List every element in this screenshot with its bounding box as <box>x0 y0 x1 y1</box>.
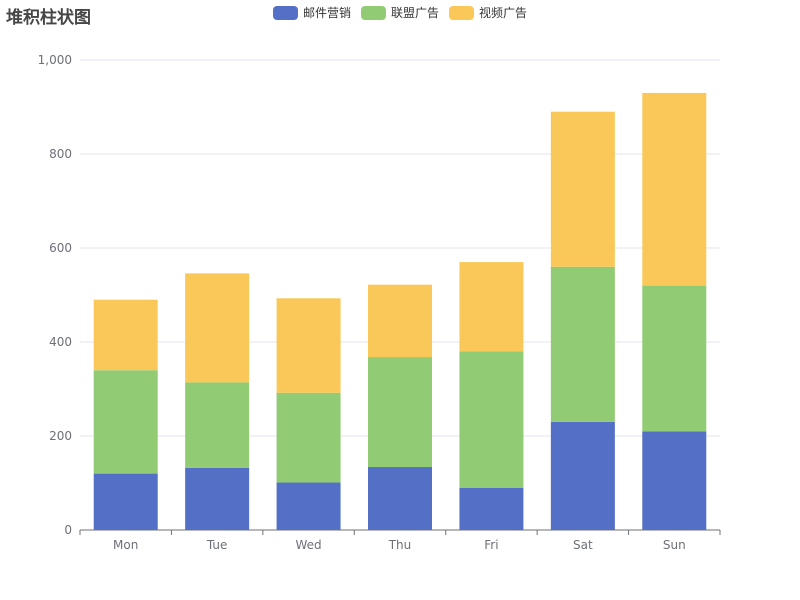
bar-联盟广告 <box>185 382 250 468</box>
bar-视频广告 <box>185 273 250 383</box>
legend-swatch <box>272 5 298 20</box>
y-tick-label: 400 <box>49 335 72 349</box>
y-tick-label: 600 <box>49 241 72 255</box>
bar-联盟广告 <box>642 285 707 432</box>
bar-邮件营销 <box>276 482 341 530</box>
y-tick-label: 200 <box>49 429 72 443</box>
bar-邮件营销 <box>93 473 158 530</box>
y-tick-label: 1,000 <box>38 53 72 67</box>
legend-label: 邮件营销 <box>302 6 351 20</box>
x-tick-label: Tue <box>206 538 228 552</box>
bar-视频广告 <box>550 111 615 267</box>
y-tick-label: 0 <box>64 523 72 537</box>
bar-联盟广告 <box>276 392 341 483</box>
x-tick-label: Fri <box>484 538 498 552</box>
legend-label: 视频广告 <box>479 6 528 20</box>
bar-联盟广告 <box>459 351 524 488</box>
x-tick-label: Sun <box>663 538 686 552</box>
bar-联盟广告 <box>93 370 158 474</box>
chart-title: 堆积柱状图 <box>6 8 91 28</box>
bar-视频广告 <box>93 299 158 371</box>
x-tick-label: Wed <box>295 538 321 552</box>
legend-item[interactable]: 邮件营销 <box>272 4 351 21</box>
legend-item[interactable]: 视频广告 <box>449 4 527 21</box>
bar-邮件营销 <box>185 467 250 530</box>
x-tick-label: Mon <box>113 538 138 552</box>
bar-联盟广告 <box>368 357 432 468</box>
bar-视频广告 <box>459 262 524 352</box>
legend-label: 联盟广告 <box>390 6 439 20</box>
x-tick-label: Sat <box>573 538 593 552</box>
bar-邮件营销 <box>550 421 615 530</box>
bar-视频广告 <box>276 298 341 393</box>
bar-视频广告 <box>368 284 432 358</box>
y-tick-label: 800 <box>49 147 72 161</box>
bar-联盟广告 <box>550 266 615 422</box>
legend: 邮件营销 联盟广告 视频广告 <box>0 4 800 21</box>
legend-swatch <box>449 5 474 20</box>
bar-邮件营销 <box>642 431 707 530</box>
legend-item[interactable]: 联盟广告 <box>360 4 439 21</box>
legend-swatch <box>360 5 386 20</box>
bar-邮件营销 <box>459 487 524 530</box>
x-tick-label: Thu <box>388 538 412 552</box>
bar-邮件营销 <box>368 467 432 530</box>
bar-视频广告 <box>642 92 707 286</box>
